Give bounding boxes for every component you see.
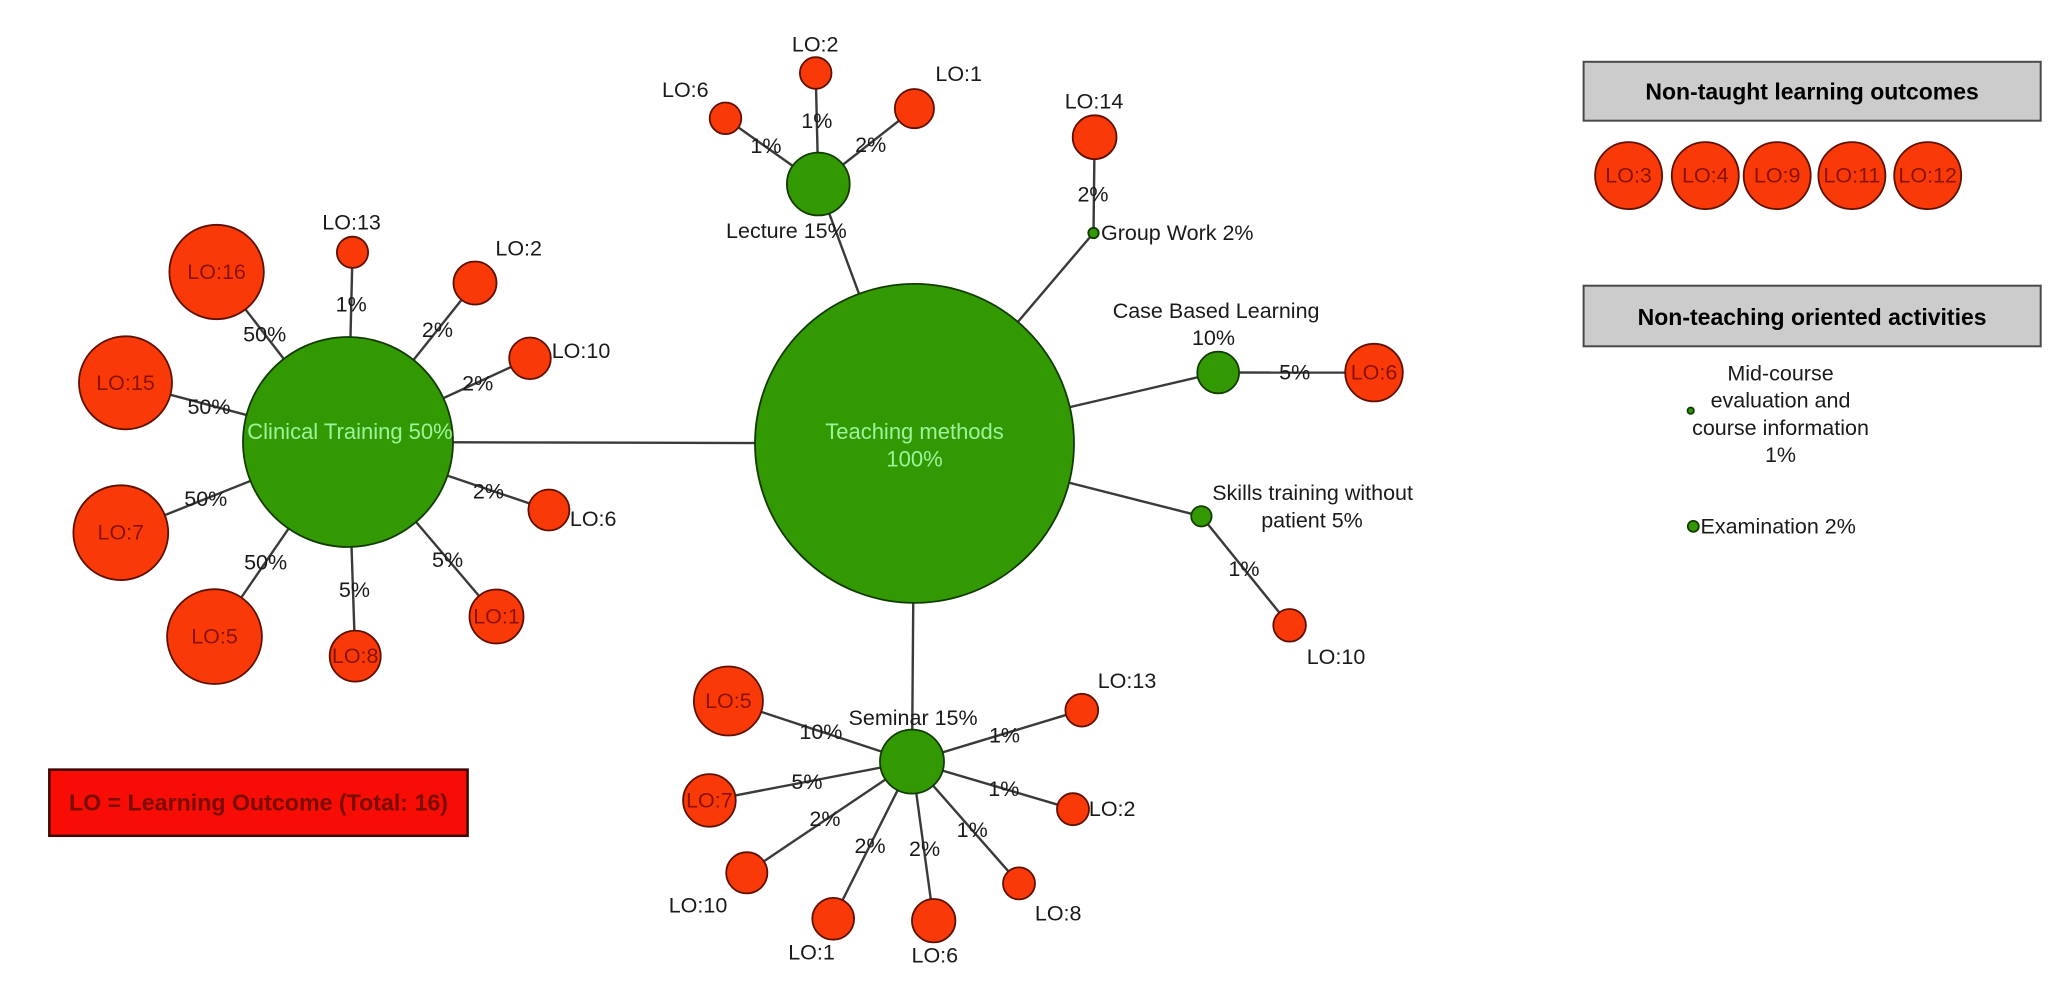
svg-text:LO:5: LO:5 bbox=[191, 625, 238, 649]
svg-text:2%: 2% bbox=[422, 318, 453, 342]
svg-text:Examination 2%: Examination 2% bbox=[1701, 514, 1856, 538]
svg-text:LO:3: LO:3 bbox=[1605, 164, 1652, 188]
svg-text:LO:10: LO:10 bbox=[552, 339, 611, 363]
svg-text:1%: 1% bbox=[989, 723, 1020, 747]
svg-text:50%: 50% bbox=[243, 322, 286, 346]
svg-text:LO:5: LO:5 bbox=[705, 689, 752, 713]
svg-text:Non-taught learning outcomes: Non-taught learning outcomes bbox=[1645, 78, 1979, 104]
svg-text:evaluation and: evaluation and bbox=[1711, 389, 1851, 413]
svg-text:2%: 2% bbox=[855, 834, 886, 858]
svg-text:LO:2: LO:2 bbox=[792, 32, 839, 56]
svg-text:LO:1: LO:1 bbox=[935, 62, 982, 86]
svg-text:1%: 1% bbox=[957, 818, 988, 842]
svg-text:5%: 5% bbox=[339, 578, 370, 602]
svg-text:2%: 2% bbox=[1077, 182, 1108, 206]
svg-text:Lecture 15%: Lecture 15% bbox=[726, 219, 847, 243]
svg-text:2%: 2% bbox=[909, 837, 940, 861]
svg-text:LO:7: LO:7 bbox=[686, 788, 733, 812]
svg-text:LO:14: LO:14 bbox=[1065, 90, 1124, 114]
svg-text:LO:12: LO:12 bbox=[1898, 164, 1957, 188]
svg-text:10%: 10% bbox=[799, 720, 842, 744]
svg-text:LO:13: LO:13 bbox=[322, 211, 381, 235]
svg-text:1%: 1% bbox=[1765, 443, 1796, 467]
svg-text:LO:6: LO:6 bbox=[1351, 361, 1398, 385]
svg-text:5%: 5% bbox=[432, 548, 463, 572]
svg-text:patient 5%: patient 5% bbox=[1261, 508, 1363, 532]
svg-text:LO:10: LO:10 bbox=[1307, 645, 1366, 669]
svg-text:Clinical Training 50%: Clinical Training 50% bbox=[247, 419, 452, 444]
svg-text:LO:10: LO:10 bbox=[669, 894, 728, 918]
svg-text:LO:9: LO:9 bbox=[1754, 164, 1801, 188]
svg-text:2%: 2% bbox=[855, 133, 886, 157]
svg-text:2%: 2% bbox=[462, 372, 493, 396]
svg-text:LO:1: LO:1 bbox=[473, 605, 520, 629]
svg-text:Group Work 2%: Group Work 2% bbox=[1101, 221, 1254, 245]
svg-text:LO:4: LO:4 bbox=[1682, 164, 1729, 188]
svg-text:LO = Learning Outcome (Total:: LO = Learning Outcome (Total: 16) bbox=[69, 790, 448, 816]
svg-text:Case Based Learning: Case Based Learning bbox=[1113, 299, 1320, 323]
svg-text:1%: 1% bbox=[801, 109, 832, 133]
svg-text:100%: 100% bbox=[886, 446, 942, 471]
svg-text:5%: 5% bbox=[791, 770, 822, 794]
svg-text:50%: 50% bbox=[187, 395, 230, 419]
svg-text:LO:2: LO:2 bbox=[1089, 797, 1136, 821]
svg-text:1%: 1% bbox=[1228, 557, 1259, 581]
svg-text:5%: 5% bbox=[1279, 361, 1310, 385]
svg-text:Skills training without: Skills training without bbox=[1212, 481, 1413, 505]
svg-text:LO:8: LO:8 bbox=[1035, 902, 1082, 926]
svg-text:Seminar 15%: Seminar 15% bbox=[849, 706, 978, 730]
svg-text:2%: 2% bbox=[809, 807, 840, 831]
svg-text:1%: 1% bbox=[750, 134, 781, 158]
svg-text:10%: 10% bbox=[1192, 326, 1235, 350]
svg-text:LO:16: LO:16 bbox=[187, 260, 246, 284]
svg-text:LO:1: LO:1 bbox=[788, 941, 835, 965]
svg-text:50%: 50% bbox=[184, 487, 227, 511]
svg-text:50%: 50% bbox=[244, 551, 287, 575]
svg-text:LO:11: LO:11 bbox=[1823, 164, 1880, 188]
svg-text:Teaching methods: Teaching methods bbox=[825, 419, 1004, 444]
svg-text:Non-teaching oriented activiti: Non-teaching oriented activities bbox=[1638, 304, 1987, 330]
svg-text:course information: course information bbox=[1692, 416, 1869, 440]
svg-text:LO:8: LO:8 bbox=[332, 644, 379, 668]
svg-text:LO:6: LO:6 bbox=[570, 507, 617, 531]
svg-text:LO:7: LO:7 bbox=[97, 521, 144, 545]
svg-text:1%: 1% bbox=[336, 292, 367, 316]
svg-text:1%: 1% bbox=[988, 777, 1019, 801]
svg-text:LO:6: LO:6 bbox=[662, 78, 709, 102]
svg-text:Mid-course: Mid-course bbox=[1727, 362, 1833, 386]
svg-text:LO:15: LO:15 bbox=[96, 371, 155, 395]
svg-text:2%: 2% bbox=[473, 480, 504, 504]
svg-text:LO:6: LO:6 bbox=[911, 943, 958, 967]
svg-text:LO:2: LO:2 bbox=[495, 237, 542, 261]
svg-text:LO:13: LO:13 bbox=[1098, 669, 1157, 693]
